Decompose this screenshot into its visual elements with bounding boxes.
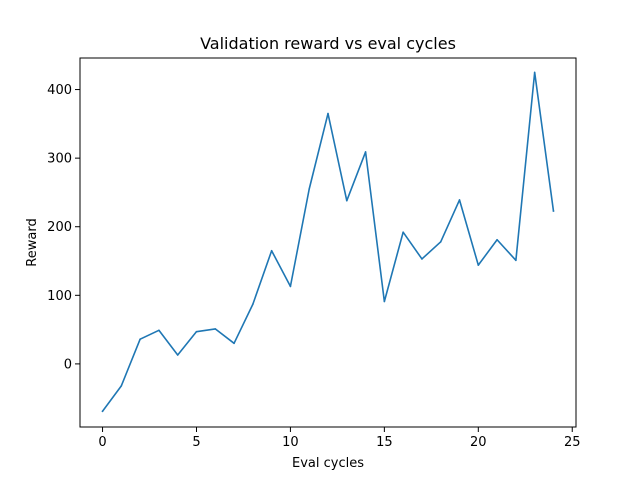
data-point bbox=[496, 238, 498, 241]
data-point bbox=[515, 259, 517, 262]
x-axis: 0 5 10 15 20 25 bbox=[98, 427, 581, 450]
data-point bbox=[552, 210, 555, 212]
x-tick-label: 10 bbox=[282, 435, 299, 450]
y-tick-label: 400 bbox=[47, 83, 72, 98]
data-point bbox=[402, 231, 404, 234]
data-point bbox=[101, 410, 104, 413]
data-point bbox=[270, 249, 273, 252]
data-point bbox=[158, 329, 160, 332]
data-point bbox=[308, 188, 311, 190]
data-point bbox=[533, 71, 536, 74]
data-point bbox=[421, 258, 423, 260]
data-point bbox=[233, 342, 235, 345]
data-point bbox=[439, 241, 442, 243]
y-tick-label: 0 bbox=[64, 357, 72, 372]
data-point bbox=[383, 300, 386, 303]
x-tick-label: 15 bbox=[376, 435, 393, 450]
data-point bbox=[214, 328, 217, 330]
y-tick-label: 100 bbox=[47, 289, 72, 304]
data-point bbox=[176, 354, 179, 356]
data-point bbox=[458, 199, 461, 201]
x-tick-label: 25 bbox=[564, 435, 581, 450]
data-point bbox=[120, 385, 123, 387]
data-point bbox=[477, 264, 480, 266]
y-tick-label: 300 bbox=[47, 152, 72, 167]
plot-area bbox=[101, 71, 555, 413]
x-tick-label: 0 bbox=[98, 435, 106, 450]
x-tick-label: 5 bbox=[192, 435, 200, 450]
axes-frame bbox=[79, 57, 577, 428]
data-point bbox=[252, 303, 254, 306]
data-point bbox=[327, 112, 329, 115]
data-point bbox=[345, 199, 348, 202]
data-point bbox=[139, 338, 141, 341]
data-point bbox=[289, 285, 292, 288]
x-tick-label: 20 bbox=[470, 435, 487, 450]
data-point bbox=[364, 151, 367, 153]
data-point bbox=[195, 330, 198, 333]
y-axis: 0 100 200 300 400 bbox=[47, 83, 80, 372]
x-axis-label: Eval cycles bbox=[292, 456, 364, 471]
y-tick-label: 200 bbox=[47, 220, 72, 235]
y-axis-label: Reward bbox=[25, 218, 40, 266]
chart-title: Validation reward vs eval cycles bbox=[200, 34, 456, 53]
